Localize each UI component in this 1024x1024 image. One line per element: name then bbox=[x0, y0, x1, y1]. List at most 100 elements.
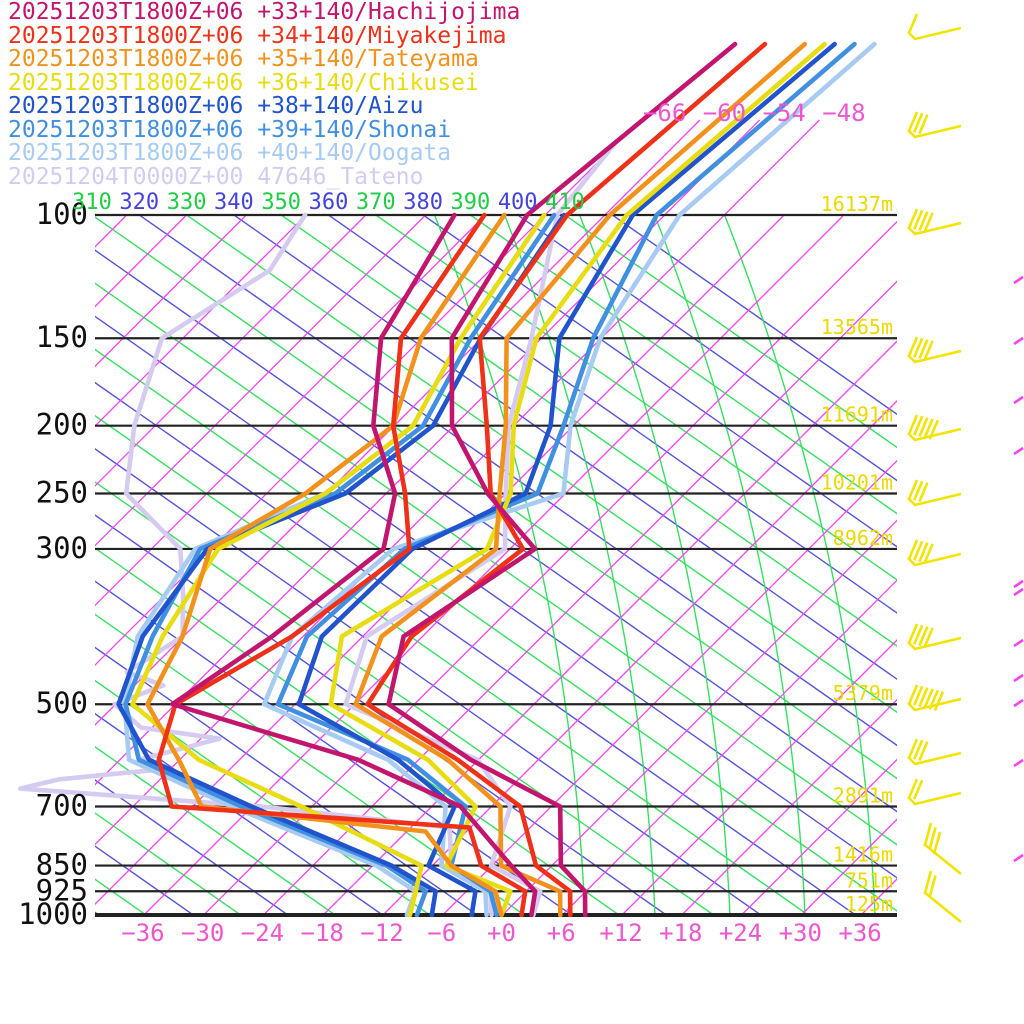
legend-entry-hachijojima: 20251203T1800Z+06 +33+140/Hachijojima bbox=[8, 0, 521, 25]
moist-adiabat-line bbox=[504, 216, 656, 916]
wind-barb-feather bbox=[928, 875, 937, 898]
isotherm-label--48: −48 bbox=[822, 99, 865, 127]
sounding-temp-miyakejima bbox=[365, 41, 768, 917]
wind-barb-feather bbox=[913, 480, 924, 501]
dry-adiabat-line bbox=[281, 216, 897, 647]
theta-label-360: 360 bbox=[309, 190, 349, 215]
wind-barb-feather bbox=[923, 627, 934, 648]
wind-barb-feather bbox=[907, 778, 919, 799]
isotherm-line bbox=[95, 215, 485, 607]
pressure-label-925: 925 bbox=[36, 873, 88, 907]
temp-tick-+36: +36 bbox=[838, 919, 881, 947]
sounding-dewpoint-aizu bbox=[116, 212, 567, 917]
theta-label-400: 400 bbox=[498, 190, 538, 215]
height-label-300: 8962m bbox=[833, 526, 893, 550]
temp-tick-+12: +12 bbox=[599, 919, 642, 947]
temp-tick-+6: +6 bbox=[547, 919, 576, 947]
isotherm-label--66: −66 bbox=[643, 99, 686, 127]
wind-barb-feather bbox=[923, 822, 933, 846]
sounding-dewpoint-chikusei bbox=[130, 212, 547, 917]
wind-barb-feather bbox=[928, 689, 939, 710]
isotherm-line bbox=[95, 215, 187, 308]
dry-adiabat-line bbox=[423, 216, 897, 548]
sounding-temp-chikusei bbox=[328, 41, 827, 917]
wind-barb-feather bbox=[928, 827, 937, 850]
temp-tick--12: −12 bbox=[360, 919, 403, 947]
dry-adiabat-line bbox=[565, 216, 897, 449]
temp-tick-+30: +30 bbox=[779, 919, 822, 947]
edge-wind-mark bbox=[1013, 275, 1024, 285]
pressure-label-300: 300 bbox=[36, 531, 88, 565]
pressure-label-850: 850 bbox=[36, 848, 88, 882]
isotherm-line bbox=[262, 280, 897, 916]
wind-barb-staff bbox=[907, 26, 962, 41]
sounding-temp-aizu bbox=[296, 41, 837, 917]
theta-label-320: 320 bbox=[119, 190, 159, 215]
temp-tick--18: −18 bbox=[301, 919, 344, 947]
theta-label-370: 370 bbox=[356, 190, 396, 215]
isotherm-line bbox=[95, 119, 701, 726]
wind-barb-feather bbox=[913, 624, 924, 645]
pressure-label-700: 700 bbox=[36, 789, 88, 823]
wind-barb-staff bbox=[907, 697, 962, 712]
isotherm-line bbox=[381, 400, 897, 916]
pressure-label-1000: 1000 bbox=[18, 897, 88, 931]
sounding-temp-tateno bbox=[343, 144, 615, 917]
dry-adiabat-line bbox=[328, 216, 897, 614]
isotherm-label--60: −60 bbox=[703, 99, 746, 127]
isotherm-line bbox=[740, 758, 897, 916]
isotherm-line bbox=[980, 216, 1024, 916]
wind-barb-staff bbox=[907, 636, 962, 651]
legend-entry-chikusei: 20251203T1800Z+06 +36+140/Chikusei bbox=[8, 69, 479, 96]
height-label-1000: 125m bbox=[845, 892, 893, 916]
wind-barb-feather bbox=[913, 337, 924, 358]
wind-barb-feather bbox=[918, 417, 929, 438]
height-label-200: 11691m bbox=[821, 403, 893, 427]
height-label-850: 1416m bbox=[833, 843, 893, 867]
theta-label-410: 410 bbox=[545, 190, 585, 215]
pressure-label-150: 150 bbox=[36, 320, 88, 354]
wind-barb-feather bbox=[923, 340, 934, 361]
wind-barb-feather bbox=[907, 414, 919, 435]
wind-barb-feather bbox=[923, 870, 933, 894]
wind-barb-feather bbox=[918, 482, 929, 503]
pressure-label-200: 200 bbox=[36, 408, 88, 442]
height-label-100: 16137m bbox=[821, 192, 893, 216]
isotherm-line bbox=[441, 459, 897, 916]
isotherm-label--54: −54 bbox=[762, 99, 805, 127]
dry-adiabat-line bbox=[95, 613, 528, 916]
isotherm-line bbox=[620, 639, 897, 916]
wind-barb-staff bbox=[907, 492, 962, 507]
pressure-label-250: 250 bbox=[36, 476, 88, 510]
legend-entry-shonai: 20251203T1800Z+06 +39+140/Shonai bbox=[8, 116, 452, 143]
dry-adiabat-line bbox=[95, 646, 480, 916]
wind-barb-feather bbox=[907, 684, 919, 705]
height-label-700: 2891m bbox=[833, 784, 893, 808]
wind-barb-feather bbox=[907, 336, 919, 357]
theta-label-390: 390 bbox=[451, 190, 491, 215]
dry-adiabat-line bbox=[139, 216, 897, 747]
wind-barb-feather bbox=[913, 739, 924, 760]
edge-wind-mark bbox=[1013, 758, 1024, 768]
isotherm-line bbox=[95, 215, 366, 487]
isotherm-line bbox=[95, 119, 641, 667]
edge-wind-mark bbox=[1013, 853, 1024, 863]
isotherm-line bbox=[202, 220, 897, 916]
wind-barb-feather bbox=[918, 687, 929, 708]
temp-tick--6: −6 bbox=[427, 919, 456, 947]
legend-entry-47646_tateno: 20251204T0000Z+00 47646_Tateno bbox=[8, 163, 424, 190]
wind-barb-feather bbox=[913, 209, 924, 230]
wind-barb-staff bbox=[907, 221, 962, 236]
legend-entry-miyakejima: 20251203T1800Z+06 +34+140/Miyakejima bbox=[8, 22, 507, 49]
wind-barbs bbox=[907, 13, 962, 924]
height-label-925: 751m bbox=[845, 868, 893, 892]
isotherm-line bbox=[95, 215, 306, 428]
soundings bbox=[17, 41, 877, 917]
wind-barb-feather bbox=[932, 831, 942, 855]
pressure-label-500: 500 bbox=[36, 686, 88, 720]
dry-adiabat-line bbox=[95, 514, 669, 916]
dry-adiabat-line bbox=[517, 216, 897, 482]
sounding-dewpoint-hachijojima bbox=[170, 212, 538, 917]
theta-label-310: 310 bbox=[72, 190, 112, 215]
wind-barb-feather bbox=[907, 13, 919, 34]
